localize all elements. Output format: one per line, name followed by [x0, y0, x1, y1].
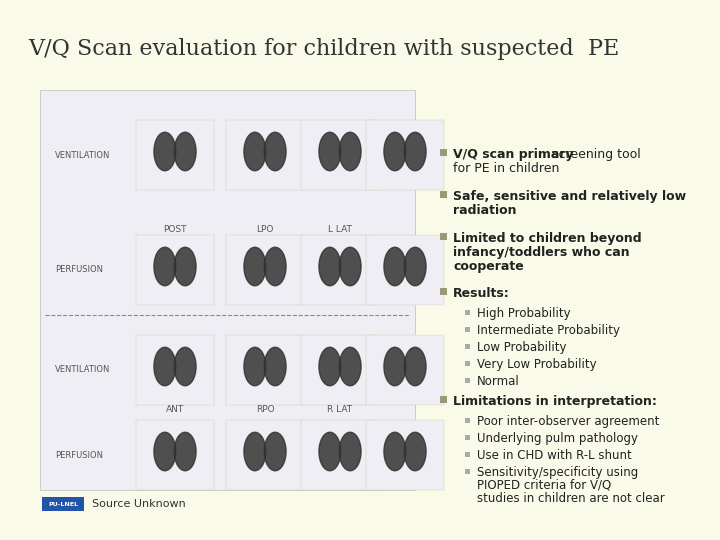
Text: RPO: RPO: [256, 406, 274, 415]
Ellipse shape: [264, 347, 286, 386]
Ellipse shape: [404, 432, 426, 471]
Bar: [464, 309, 469, 314]
Text: studies in children are not clear: studies in children are not clear: [477, 492, 665, 505]
Ellipse shape: [244, 347, 266, 386]
Text: Results:: Results:: [453, 287, 510, 300]
Bar: [464, 417, 469, 422]
Bar: [439, 233, 446, 240]
Bar: [464, 361, 469, 366]
Text: Use in CHD with R-L shunt: Use in CHD with R-L shunt: [477, 449, 631, 462]
Text: Sensitivity/specificity using: Sensitivity/specificity using: [477, 466, 638, 479]
Ellipse shape: [154, 432, 176, 471]
Text: V/Q scan primary: V/Q scan primary: [453, 148, 574, 161]
Text: screening tool: screening tool: [548, 148, 641, 161]
Bar: [301, 420, 379, 490]
Bar: [464, 343, 469, 348]
Text: R LAT: R LAT: [328, 406, 353, 415]
Ellipse shape: [174, 432, 196, 471]
Text: VENTILATION: VENTILATION: [55, 151, 110, 159]
Text: for PE in children: for PE in children: [453, 162, 559, 175]
Bar: [136, 335, 214, 405]
Ellipse shape: [384, 432, 406, 471]
Text: Intermediate Probability: Intermediate Probability: [477, 324, 620, 337]
Bar: [439, 191, 446, 198]
Bar: [464, 435, 469, 440]
Text: Underlying pulm pathology: Underlying pulm pathology: [477, 432, 638, 445]
Bar: [136, 120, 214, 190]
Ellipse shape: [339, 132, 361, 171]
Text: Limitations in interpretation:: Limitations in interpretation:: [453, 395, 657, 408]
Ellipse shape: [319, 247, 341, 286]
Text: PU-LNEL: PU-LNEL: [48, 502, 78, 507]
Ellipse shape: [154, 247, 176, 286]
Text: PERFUSION: PERFUSION: [55, 450, 103, 460]
Ellipse shape: [339, 347, 361, 386]
Bar: [439, 148, 446, 156]
Ellipse shape: [244, 132, 266, 171]
Bar: [226, 335, 304, 405]
Ellipse shape: [384, 347, 406, 386]
Ellipse shape: [244, 432, 266, 471]
Bar: [366, 235, 444, 305]
Ellipse shape: [404, 247, 426, 286]
Text: PERFUSION: PERFUSION: [55, 266, 103, 274]
Bar: [301, 335, 379, 405]
Bar: [366, 120, 444, 190]
Text: L LAT: L LAT: [328, 226, 352, 234]
Bar: [439, 395, 446, 402]
Ellipse shape: [319, 132, 341, 171]
Ellipse shape: [384, 132, 406, 171]
Bar: [464, 377, 469, 382]
Ellipse shape: [154, 347, 176, 386]
Bar: [464, 469, 469, 474]
Text: radiation: radiation: [453, 204, 516, 217]
Ellipse shape: [404, 132, 426, 171]
Text: Low Probability: Low Probability: [477, 341, 567, 354]
Text: ANT: ANT: [166, 406, 184, 415]
Bar: [136, 420, 214, 490]
Ellipse shape: [264, 247, 286, 286]
Bar: [366, 335, 444, 405]
Text: POST: POST: [163, 226, 186, 234]
Ellipse shape: [319, 347, 341, 386]
Text: cooperate: cooperate: [453, 260, 523, 273]
Text: Safe, sensitive and relatively low: Safe, sensitive and relatively low: [453, 190, 686, 203]
Text: PIOPED criteria for V/Q: PIOPED criteria for V/Q: [477, 479, 611, 492]
Ellipse shape: [339, 432, 361, 471]
FancyBboxPatch shape: [42, 497, 84, 511]
Ellipse shape: [174, 132, 196, 171]
Text: V/Q Scan evaluation for children with suspected  PE: V/Q Scan evaluation for children with su…: [28, 38, 619, 60]
Text: Very Low Probability: Very Low Probability: [477, 358, 597, 371]
Text: Limited to children beyond: Limited to children beyond: [453, 232, 642, 245]
Bar: [439, 287, 446, 294]
Text: Source Unknown: Source Unknown: [92, 499, 186, 509]
Bar: [301, 120, 379, 190]
Bar: [301, 235, 379, 305]
Ellipse shape: [404, 347, 426, 386]
Bar: [226, 420, 304, 490]
Ellipse shape: [264, 132, 286, 171]
Bar: [464, 327, 469, 332]
Ellipse shape: [319, 432, 341, 471]
Text: infancy/toddlers who can: infancy/toddlers who can: [453, 246, 629, 259]
Ellipse shape: [384, 247, 406, 286]
Text: Normal: Normal: [477, 375, 520, 388]
Bar: [464, 451, 469, 456]
Ellipse shape: [174, 247, 196, 286]
Text: VENTILATION: VENTILATION: [55, 366, 110, 375]
FancyBboxPatch shape: [40, 90, 415, 490]
Ellipse shape: [244, 247, 266, 286]
Ellipse shape: [264, 432, 286, 471]
Text: High Probability: High Probability: [477, 307, 571, 320]
Bar: [136, 235, 214, 305]
Ellipse shape: [174, 347, 196, 386]
Bar: [226, 235, 304, 305]
Bar: [366, 420, 444, 490]
Bar: [226, 120, 304, 190]
Text: Poor inter-observer agreement: Poor inter-observer agreement: [477, 415, 660, 428]
Text: LPO: LPO: [256, 226, 274, 234]
Ellipse shape: [339, 247, 361, 286]
Ellipse shape: [154, 132, 176, 171]
